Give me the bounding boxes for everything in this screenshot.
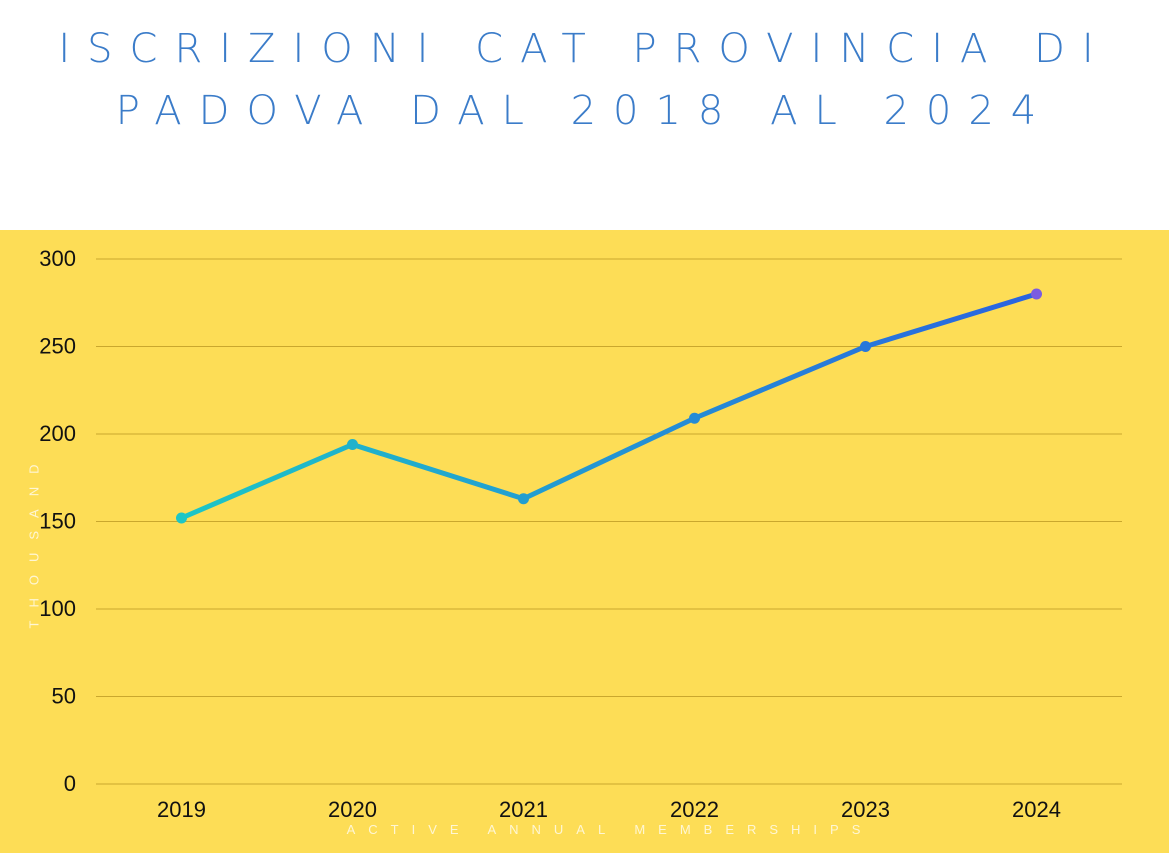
- x-tick-label-2020: 2020: [328, 797, 377, 822]
- x-tick-label-2024: 2024: [1012, 797, 1061, 822]
- y-tick-label-100: 100: [39, 596, 76, 621]
- chart-title-line-1: ISCRIZIONI CAT PROVINCIA DI: [58, 26, 1111, 72]
- chart-title: ISCRIZIONI CAT PROVINCIA DI PADOVA DAL 2…: [0, 18, 1169, 142]
- chart-panel: 0 50 100 150 200 250 300 2019 2020 2021 2022 2023 20…: [0, 230, 1169, 853]
- chart-title-line-2: PADOVA DAL 2018 AL 2024: [115, 88, 1054, 134]
- data-point-2021: [518, 493, 529, 505]
- series-line: [179, 291, 1039, 521]
- x-tick-label-2022: 2022: [670, 797, 719, 822]
- data-point-2023: [860, 341, 871, 352]
- y-tick-label-300: 300: [39, 246, 76, 271]
- y-tick-label-200: 200: [39, 421, 76, 446]
- y-tick-label-250: 250: [39, 334, 76, 359]
- x-tick-label-2021: 2021: [499, 797, 548, 822]
- data-point-2019: [176, 512, 187, 524]
- line-chart: 0 50 100 150 200 250 300 2019 2020 2021 2022 2023 20…: [0, 230, 1169, 853]
- y-tick-label-0: 0: [64, 771, 76, 796]
- data-point-2022: [689, 412, 700, 424]
- plot-background: [0, 230, 1169, 853]
- data-point-2020: [347, 439, 358, 450]
- x-tick-label-2019: 2019: [157, 797, 206, 822]
- data-point-2024: [1031, 288, 1042, 300]
- x-tick-label-2023: 2023: [841, 797, 890, 822]
- y-tick-label-150: 150: [39, 509, 76, 534]
- x-axis-label: ACTIVE ANNUAL MEMBERSHIPS: [346, 822, 874, 837]
- y-tick-label-50: 50: [52, 684, 76, 709]
- y-axis-label: THOUSAND: [26, 451, 42, 629]
